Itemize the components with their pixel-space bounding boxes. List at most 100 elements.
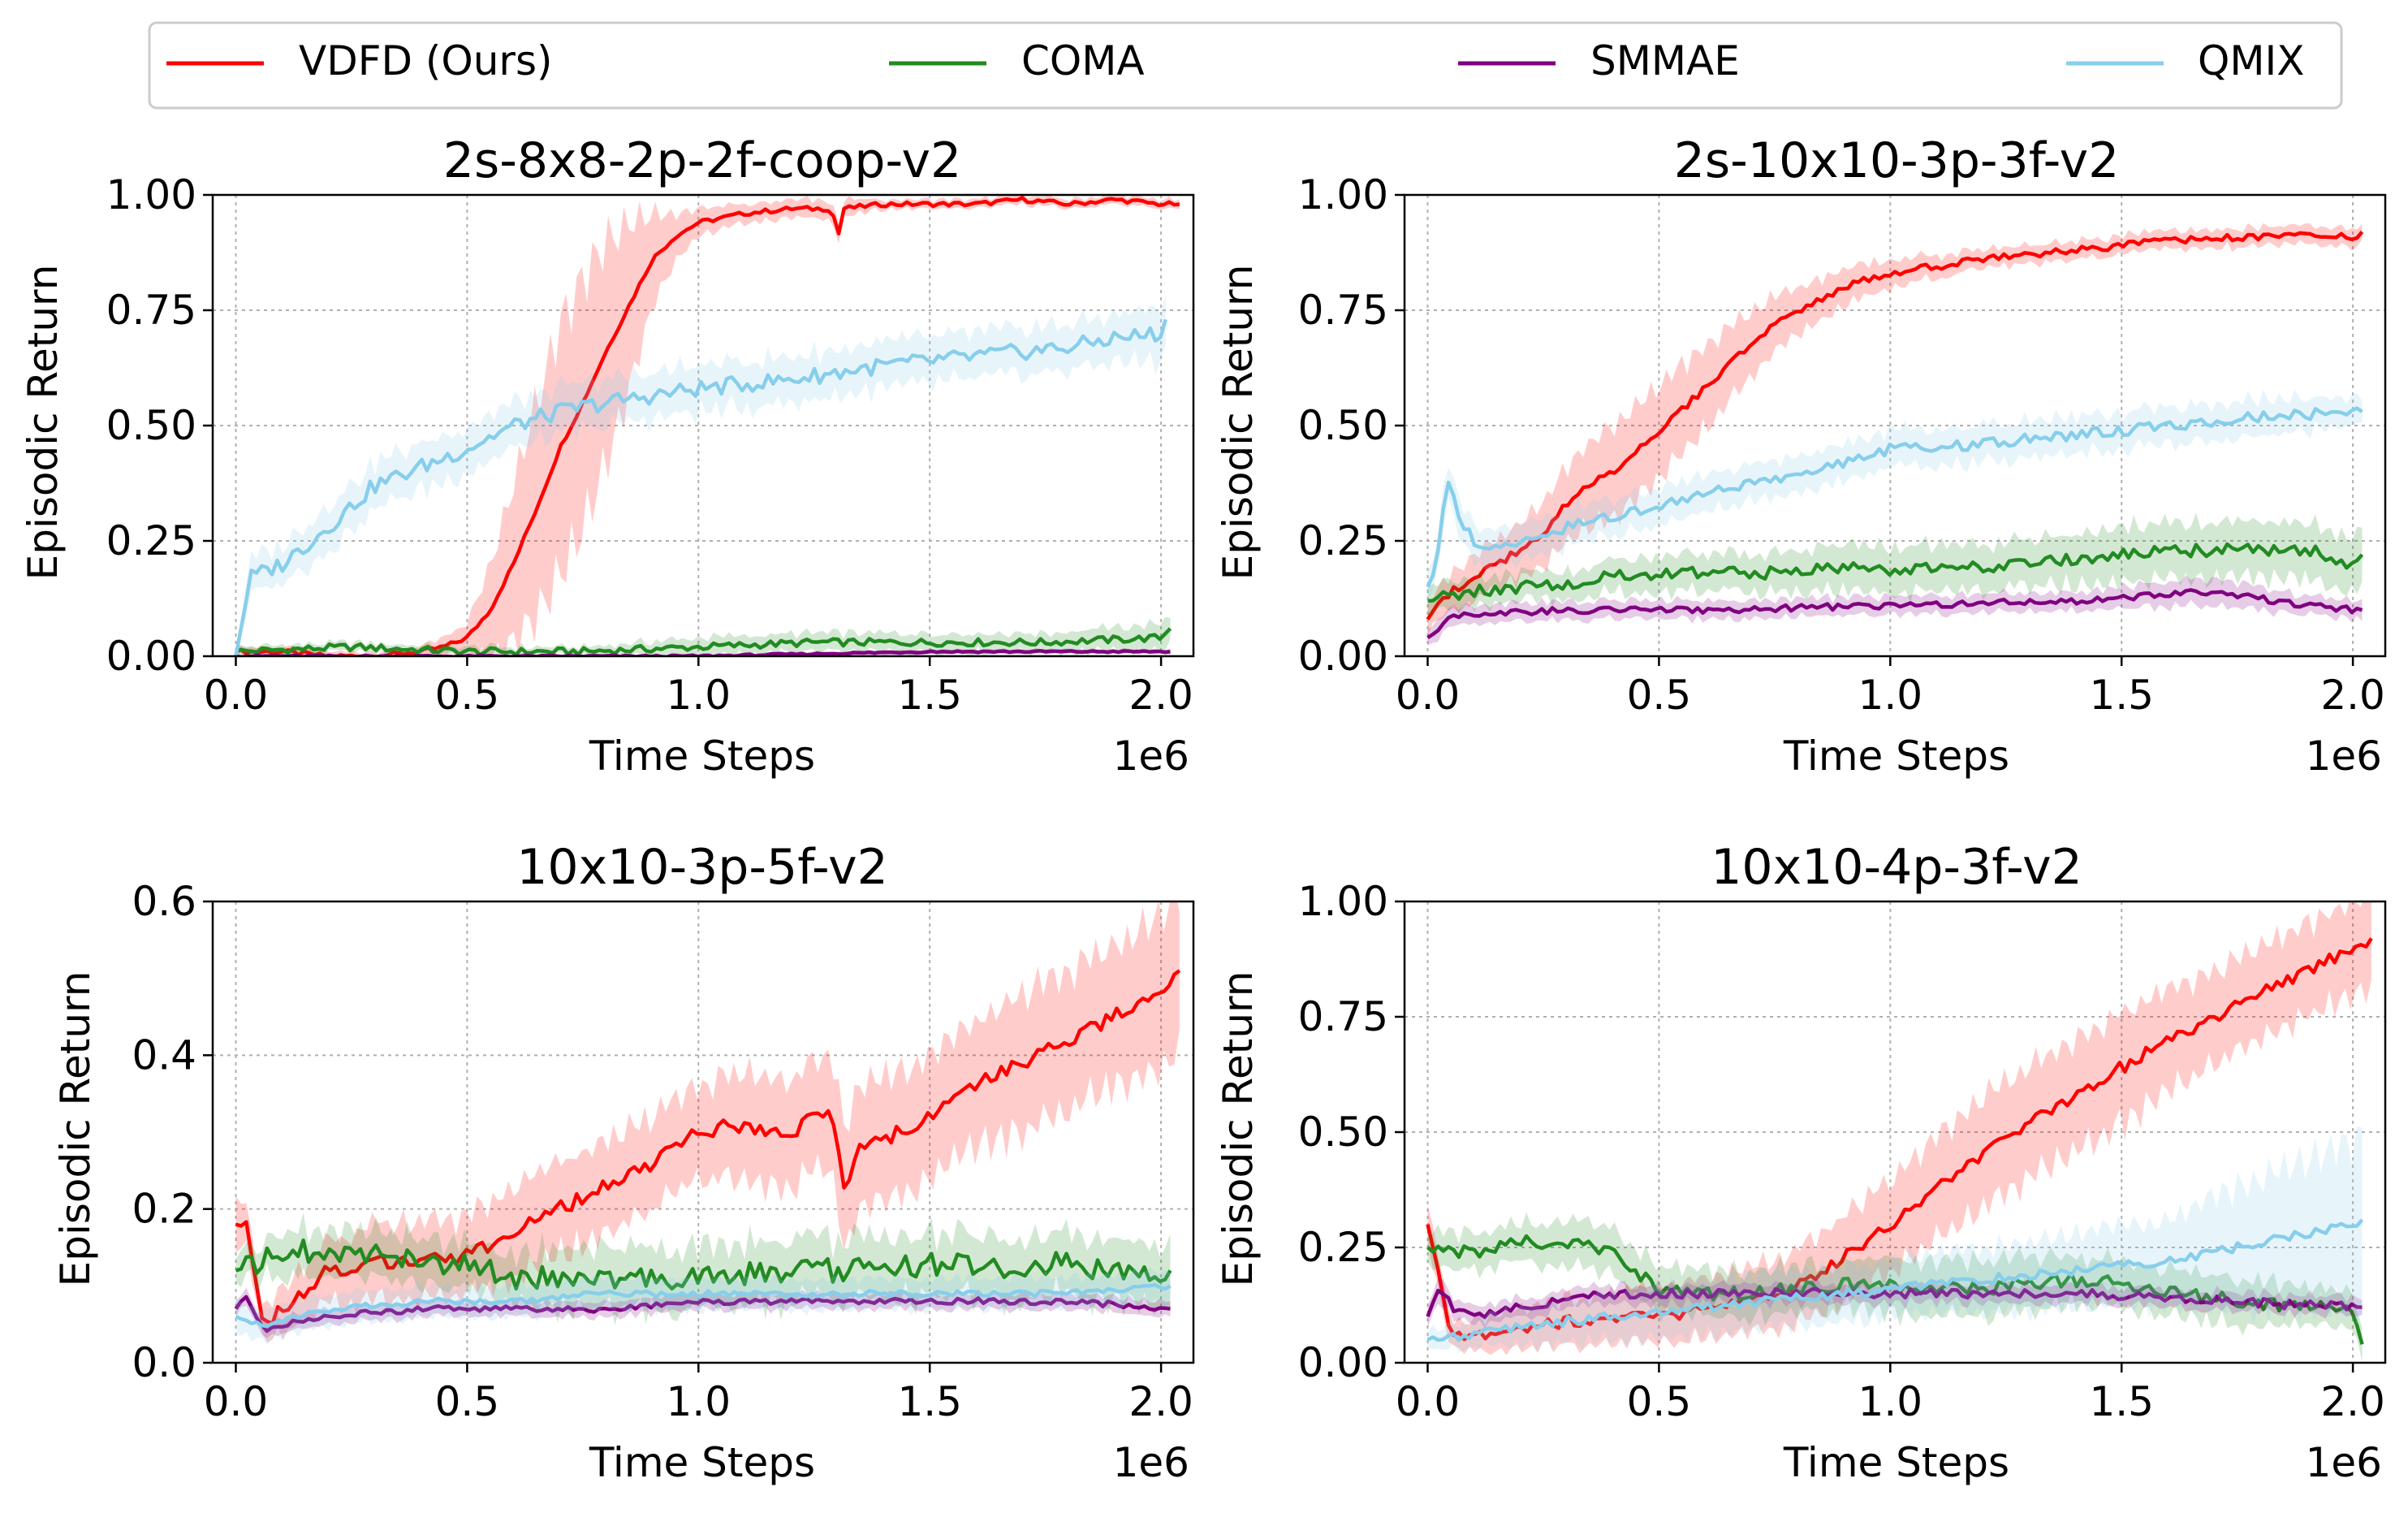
legend-entry-qmix: QMIX xyxy=(2066,37,2305,84)
band-vdfd-ours xyxy=(235,901,1180,1343)
x-axis-multiplier: 1e6 xyxy=(2306,733,2382,780)
series-group xyxy=(234,901,1181,1345)
y-tick-label: 0.25 xyxy=(106,517,196,564)
line-vdfd-ours xyxy=(1426,230,2364,620)
line-qmix xyxy=(234,318,1167,656)
y-tick-label: 1.00 xyxy=(106,171,196,218)
panel-1: 2s-8x8-2p-2f-coop-v2 Episodic Return Tim… xyxy=(19,132,1189,780)
x-axis-label: Time Steps xyxy=(1783,733,2009,780)
legend-frame xyxy=(148,21,2343,110)
x-tick-label: 0.0 xyxy=(1396,672,1461,719)
legend-label-qmix: QMIX xyxy=(2198,37,2305,84)
y-tick-label: 1.00 xyxy=(1298,171,1388,218)
x-tick-label: 0.0 xyxy=(204,672,269,719)
legend-label-coma: COMA xyxy=(1021,37,1145,84)
line-qmix xyxy=(1426,406,2363,588)
band-qmix xyxy=(1427,1126,2363,1353)
y-tick-label: 0.75 xyxy=(1298,287,1388,334)
y-tick-label: 0.00 xyxy=(1298,1339,1388,1386)
line-smmae xyxy=(1426,1286,2363,1320)
y-tick-label: 0.75 xyxy=(106,287,196,334)
y-tick-label: 0.50 xyxy=(106,402,196,449)
x-tick-label: 0.5 xyxy=(435,672,500,719)
x-tick-label: 2.0 xyxy=(2320,1378,2385,1425)
y-axis-label: Episodic Return xyxy=(52,971,99,1287)
legend-label-smmae: SMMAE xyxy=(1590,37,1740,84)
series-group xyxy=(1426,901,2373,1362)
y-tick-label: 0.75 xyxy=(1298,993,1388,1040)
panel-4: 10x10-4p-3f-v2 Episodic Return Time Step… xyxy=(1215,839,2382,1486)
panel-2: 2s-10x10-3p-3f-v2 Episodic Return Time S… xyxy=(1215,132,2382,780)
y-tick-label: 0.0 xyxy=(132,1339,196,1386)
x-axis-multiplier: 1e6 xyxy=(2306,1439,2382,1486)
plot-area-2: 0.0 0.5 1.0 1.5 2.0 0.00 0.25 0.50 0.75 1.00 xyxy=(1298,171,2387,719)
x-tick-label: 1.0 xyxy=(1858,1378,1923,1425)
band-qmix xyxy=(235,1266,1171,1345)
line-coma xyxy=(235,627,1172,656)
x-axis-label: Time Steps xyxy=(589,1439,815,1486)
band-qmix xyxy=(235,294,1166,656)
y-axis-label: Episodic Return xyxy=(1215,971,1262,1287)
legend-entry-coma: COMA xyxy=(889,37,1145,84)
y-tick-label: 0.50 xyxy=(1298,402,1388,449)
band-qmix xyxy=(1427,389,2363,605)
band-smmae xyxy=(1427,575,2363,646)
y-tick-label: 0.6 xyxy=(132,878,196,925)
legend-label-vdfd: VDFD (Ours) xyxy=(299,37,553,84)
plot-area-3: 0.0 0.5 1.0 1.5 2.0 0.0 0.2 0.4 0.6 xyxy=(132,878,1195,1425)
panel-title: 10x10-4p-3f-v2 xyxy=(1711,839,2082,896)
x-tick-label: 2.0 xyxy=(2320,672,2385,719)
x-axis-label: Time Steps xyxy=(1783,1439,2009,1486)
x-tick-label: 0.5 xyxy=(1627,1378,1692,1425)
y-tick-label: 0.00 xyxy=(106,633,196,680)
line-coma xyxy=(1427,542,2364,603)
band-vdfd-ours xyxy=(1427,901,2371,1355)
band-coma xyxy=(1427,512,2363,618)
y-tick-label: 0.25 xyxy=(1298,517,1388,564)
x-axis-label: Time Steps xyxy=(589,733,815,780)
x-tick-label: 2.0 xyxy=(1128,672,1193,719)
x-axis-multiplier: 1e6 xyxy=(1113,733,1189,780)
panel-title: 2s-10x10-3p-3f-v2 xyxy=(1674,132,2120,189)
x-tick-label: 0.5 xyxy=(1627,672,1692,719)
line-coma xyxy=(235,1238,1172,1291)
panel-title: 2s-8x8-2p-2f-coop-v2 xyxy=(443,132,961,189)
line-qmix xyxy=(1426,1218,2364,1342)
legend-entry-vdfd: VDFD (Ours) xyxy=(166,37,553,84)
band-smmae xyxy=(235,1287,1171,1338)
y-axis-label: Episodic Return xyxy=(1215,265,1262,581)
x-tick-label: 1.5 xyxy=(2089,1378,2154,1425)
x-tick-label: 1.5 xyxy=(897,672,962,719)
x-tick-label: 1.0 xyxy=(667,1378,731,1425)
y-tick-label: 0.50 xyxy=(1298,1109,1388,1156)
panel-3: 10x10-3p-5f-v2 Episodic Return Time Step… xyxy=(52,839,1189,1486)
y-tick-label: 1.00 xyxy=(1298,878,1388,925)
y-tick-label: 0.00 xyxy=(1298,633,1388,680)
x-tick-label: 1.0 xyxy=(667,672,731,719)
band-vdfd-ours xyxy=(235,195,1180,656)
line-smmae xyxy=(234,1295,1171,1334)
y-axis-label: Episodic Return xyxy=(19,265,67,581)
axes-frame xyxy=(211,900,1195,1364)
plot-area-1: 0.0 0.5 1.0 1.5 2.0 0.00 0.25 0.50 0.75 1.00 xyxy=(106,171,1195,719)
line-vdfd-ours xyxy=(235,969,1181,1326)
y-tick-label: 0.2 xyxy=(132,1186,196,1233)
series-group xyxy=(234,195,1180,656)
line-coma xyxy=(1426,1234,2364,1345)
line-vdfd-ours xyxy=(235,196,1180,656)
x-tick-label: 1.5 xyxy=(2089,672,2154,719)
series-group xyxy=(1426,223,2364,646)
line-qmix xyxy=(235,1282,1172,1329)
line-smmae xyxy=(1426,588,2363,640)
y-tick-label: 0.25 xyxy=(1298,1224,1388,1271)
plot-area-4: 0.0 0.5 1.0 1.5 2.0 0.00 0.25 0.50 0.75 1.00 xyxy=(1298,878,2387,1425)
legend: VDFD (Ours) COMA SMMAE QMIX xyxy=(148,21,2343,110)
legend-entry-smmae: SMMAE xyxy=(1458,37,1740,84)
x-axis-multiplier: 1e6 xyxy=(1113,1439,1189,1486)
x-tick-label: 1.0 xyxy=(1858,672,1923,719)
x-tick-label: 0.0 xyxy=(204,1378,269,1425)
x-tick-label: 0.0 xyxy=(1396,1378,1461,1425)
y-tick-label: 0.4 xyxy=(132,1031,196,1079)
panel-title: 10x10-3p-5f-v2 xyxy=(516,839,888,896)
